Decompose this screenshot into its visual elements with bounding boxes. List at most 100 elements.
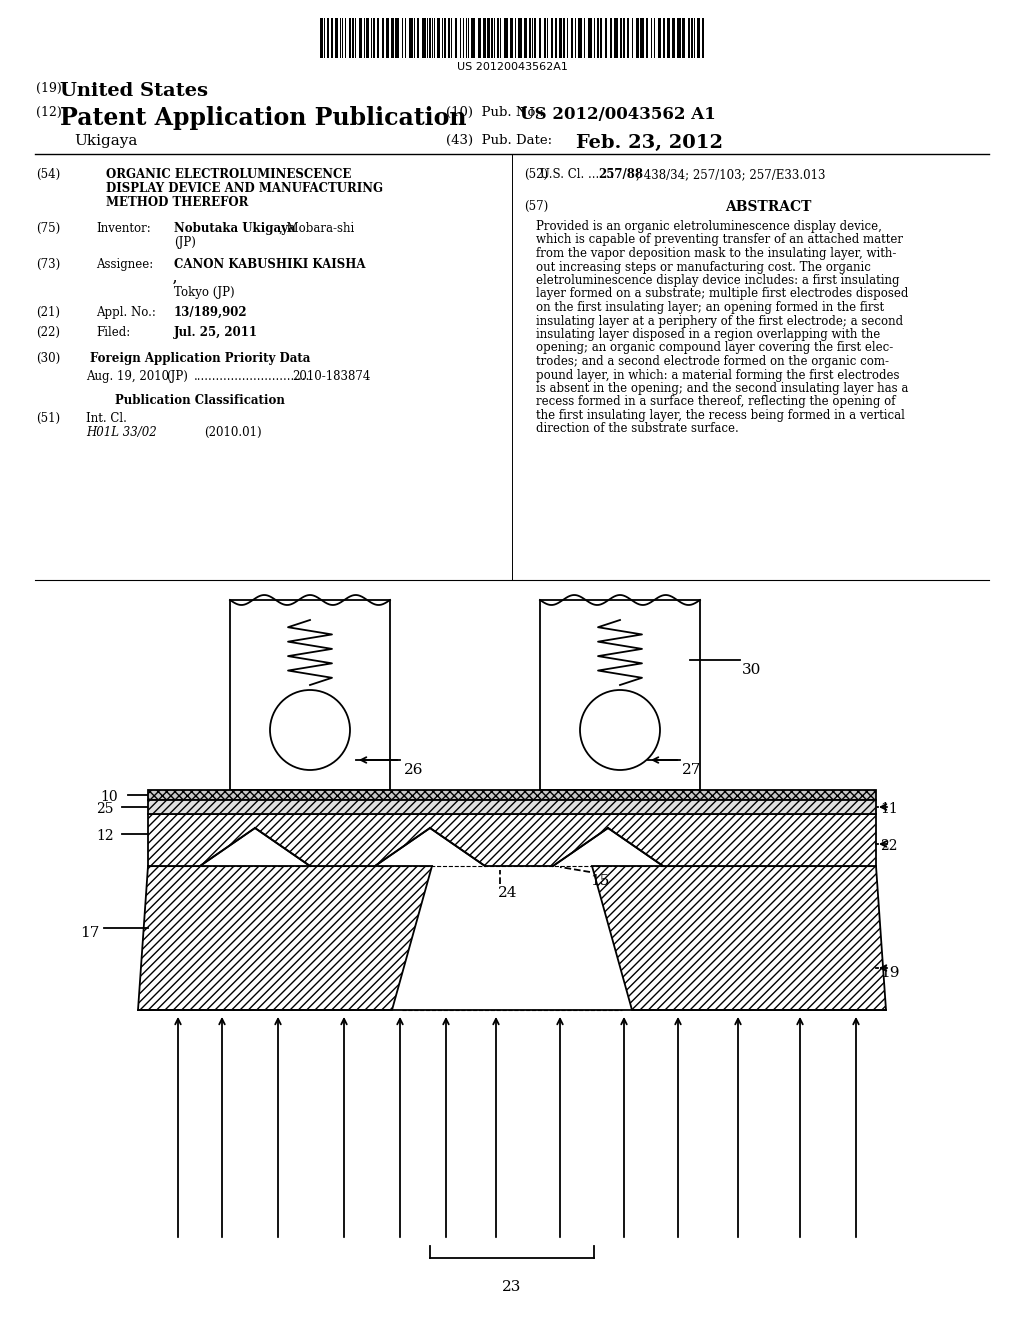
Bar xyxy=(422,18,426,58)
Bar xyxy=(588,18,592,58)
Text: opening; an organic compound layer covering the first elec-: opening; an organic compound layer cover… xyxy=(536,342,893,355)
Bar xyxy=(437,18,440,58)
Text: United States: United States xyxy=(60,82,208,100)
Text: Nobutaka Ukigaya: Nobutaka Ukigaya xyxy=(174,222,296,235)
Bar xyxy=(551,18,553,58)
Bar xyxy=(444,18,446,58)
Text: trodes; and a second electrode formed on the organic com-: trodes; and a second electrode formed on… xyxy=(536,355,889,368)
Bar xyxy=(230,601,390,789)
Text: recess formed in a surface thereof, reflecting the opening of: recess formed in a surface thereof, refl… xyxy=(536,396,896,408)
Bar xyxy=(605,18,607,58)
Text: ...............................: ............................... xyxy=(194,370,310,383)
Bar xyxy=(497,18,499,58)
Text: 30: 30 xyxy=(742,663,762,677)
Text: US 2012/0043562 A1: US 2012/0043562 A1 xyxy=(520,106,716,123)
Text: ORGANIC ELECTROLUMINESCENCE: ORGANIC ELECTROLUMINESCENCE xyxy=(106,168,351,181)
Text: (2010.01): (2010.01) xyxy=(204,426,261,440)
Bar xyxy=(627,18,629,58)
Bar xyxy=(510,18,513,58)
Bar xyxy=(391,18,394,58)
Bar xyxy=(623,18,625,58)
Bar xyxy=(610,18,612,58)
Bar xyxy=(327,18,329,58)
Bar xyxy=(395,18,399,58)
Bar xyxy=(455,18,457,58)
Text: CANON KABUSHIKI KAISHA: CANON KABUSHIKI KAISHA xyxy=(174,257,366,271)
Bar xyxy=(614,18,618,58)
Text: DISPLAY DEVICE AND MANUFACTURING: DISPLAY DEVICE AND MANUFACTURING xyxy=(106,182,383,195)
Text: 12: 12 xyxy=(96,829,114,843)
Text: 19: 19 xyxy=(880,966,899,979)
Bar xyxy=(697,18,700,58)
Bar xyxy=(319,18,323,58)
Bar xyxy=(335,18,338,58)
Text: (57): (57) xyxy=(524,201,548,213)
Text: Inventor:: Inventor: xyxy=(96,222,151,235)
Bar xyxy=(429,18,431,58)
Text: pound layer, in which: a material forming the first electrodes: pound layer, in which: a material formin… xyxy=(536,368,899,381)
Text: 257/88: 257/88 xyxy=(598,168,643,181)
Bar xyxy=(563,18,565,58)
Text: out increasing steps or manufacturing cost. The organic: out increasing steps or manufacturing co… xyxy=(536,260,870,273)
Text: (52): (52) xyxy=(524,168,548,181)
Bar xyxy=(663,18,665,58)
Text: Feb. 23, 2012: Feb. 23, 2012 xyxy=(575,135,723,152)
Text: 17: 17 xyxy=(80,927,99,940)
Bar xyxy=(409,18,413,58)
Bar xyxy=(490,18,493,58)
Text: ,: , xyxy=(173,272,177,285)
Text: (30): (30) xyxy=(36,352,60,366)
Text: (21): (21) xyxy=(36,306,60,319)
Bar xyxy=(483,18,486,58)
Bar xyxy=(539,18,541,58)
Text: Tokyo (JP): Tokyo (JP) xyxy=(174,286,234,300)
Bar xyxy=(658,18,662,58)
Bar xyxy=(352,18,354,58)
Text: ; 438/34; 257/103; 257/E33.013: ; 438/34; 257/103; 257/E33.013 xyxy=(636,168,825,181)
Bar xyxy=(529,18,531,58)
Text: Jul. 25, 2011: Jul. 25, 2011 xyxy=(174,326,258,339)
Bar xyxy=(373,18,375,58)
Text: from the vapor deposition mask to the insulating layer, with-: from the vapor deposition mask to the in… xyxy=(536,247,896,260)
Text: 23: 23 xyxy=(503,1280,521,1294)
Text: Ukigaya: Ukigaya xyxy=(74,135,137,148)
Text: Int. Cl.: Int. Cl. xyxy=(86,412,127,425)
Bar xyxy=(597,18,599,58)
Text: (73): (73) xyxy=(36,257,60,271)
Text: (51): (51) xyxy=(36,412,60,425)
Bar xyxy=(702,18,705,58)
Bar xyxy=(504,18,508,58)
Text: Provided is an organic eletroluminescence display device,: Provided is an organic eletroluminescenc… xyxy=(536,220,882,234)
Bar xyxy=(366,18,369,58)
Bar xyxy=(449,18,450,58)
Bar xyxy=(487,18,490,58)
Text: on the first insulating layer; an opening formed in the first: on the first insulating layer; an openin… xyxy=(536,301,884,314)
Bar xyxy=(148,800,876,814)
Text: Foreign Application Priority Data: Foreign Application Priority Data xyxy=(90,352,310,366)
Bar xyxy=(544,18,546,58)
Text: US 20120043562A1: US 20120043562A1 xyxy=(457,62,567,73)
Text: , Mobara-shi: , Mobara-shi xyxy=(279,222,354,235)
Bar xyxy=(478,18,481,58)
Bar xyxy=(148,789,876,800)
Bar xyxy=(359,18,362,58)
Text: (75): (75) xyxy=(36,222,60,235)
Text: 15: 15 xyxy=(590,874,609,888)
Bar xyxy=(386,18,389,58)
Bar xyxy=(524,18,527,58)
Text: insulating layer at a periphery of the first electrode; a second: insulating layer at a periphery of the f… xyxy=(536,314,903,327)
Text: 10: 10 xyxy=(100,789,118,804)
Text: (43)  Pub. Date:: (43) Pub. Date: xyxy=(446,135,552,147)
Text: is absent in the opening; and the second insulating layer has a: is absent in the opening; and the second… xyxy=(536,381,908,395)
Bar xyxy=(640,18,644,58)
Polygon shape xyxy=(138,866,432,1010)
Text: Aug. 19, 2010: Aug. 19, 2010 xyxy=(86,370,169,383)
Text: (19): (19) xyxy=(36,82,61,95)
Bar xyxy=(646,18,648,58)
Text: (JP): (JP) xyxy=(174,236,196,249)
Text: (12): (12) xyxy=(36,106,61,119)
Bar xyxy=(417,18,419,58)
Text: (10)  Pub. No.:: (10) Pub. No.: xyxy=(446,106,552,119)
Text: (JP): (JP) xyxy=(166,370,187,383)
Text: 11: 11 xyxy=(880,803,898,816)
